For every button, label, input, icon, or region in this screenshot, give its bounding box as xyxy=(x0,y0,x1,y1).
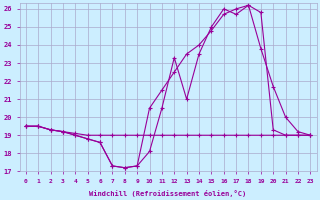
X-axis label: Windchill (Refroidissement éolien,°C): Windchill (Refroidissement éolien,°C) xyxy=(90,190,247,197)
